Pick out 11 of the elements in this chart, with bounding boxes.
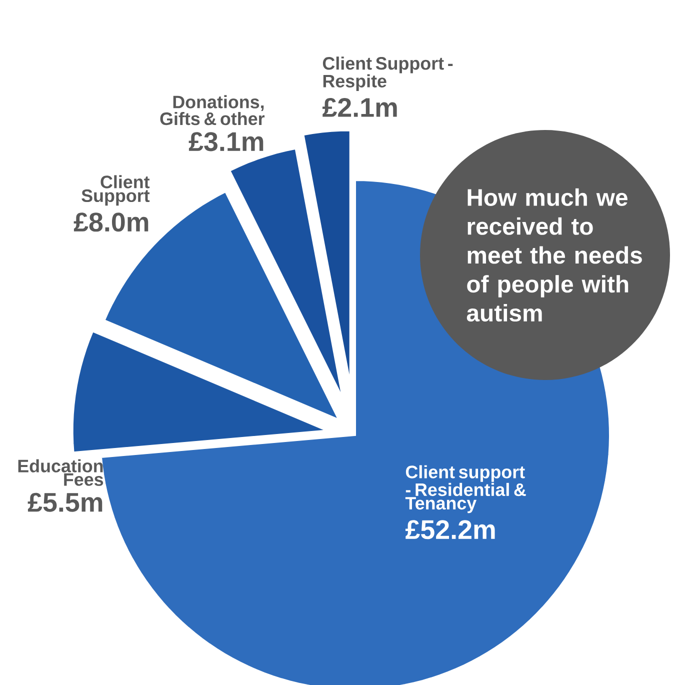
text: How much we received to meet the needs of people with autism — [466, 188, 642, 322]
data-label: £52.2m — [405, 520, 495, 540]
slice-label: Client support - Residential & Tenancy — [405, 465, 526, 514]
slice-label: Education Fees — [18, 459, 104, 486]
data-label: £2.1m — [322, 98, 397, 117]
data-label: £8.0m — [74, 212, 148, 232]
data-label: £3.1m — [188, 132, 264, 152]
data-label: £5.5m — [28, 492, 102, 512]
slice-label: Client Support - Respite — [322, 56, 453, 92]
slice-label: Client Support — [82, 175, 150, 206]
slice-label: Donations, Gifts & other — [160, 95, 265, 126]
